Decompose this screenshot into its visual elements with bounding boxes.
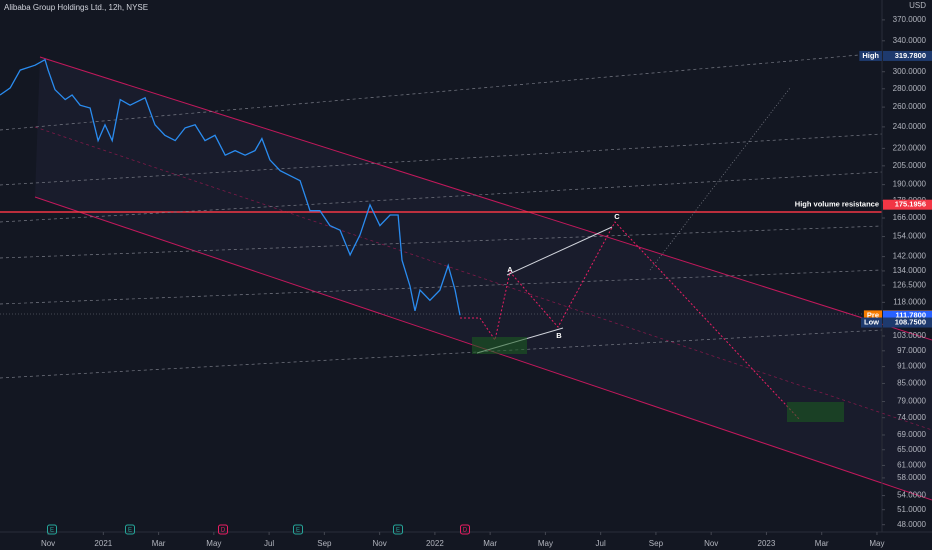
price-badge	[883, 317, 932, 328]
price-badge-value: 111.7800	[896, 311, 926, 320]
y-tick-label: 54.0000	[897, 491, 926, 500]
y-tick-label: 300.0000	[893, 67, 927, 76]
annotations	[0, 0, 932, 533]
event-label: E	[296, 528, 300, 534]
y-tick-label: 103.0000	[893, 331, 927, 340]
event-icon	[218, 524, 228, 535]
y-tick-label: 340.0000	[893, 36, 927, 45]
price-badge-label: High volume resistance	[795, 200, 879, 209]
wave-projection	[460, 221, 801, 421]
channel-mid	[34, 126, 932, 431]
y-tick-label: 85.0000	[897, 379, 926, 388]
y-tick-label: 61.0000	[897, 461, 926, 470]
y-tick-label: 154.0000	[893, 232, 927, 241]
y-tick-label: 51.0000	[897, 505, 926, 514]
y-tick-label: 118.0000	[893, 297, 926, 306]
x-tick-label: Nov	[704, 539, 718, 548]
x-tick-label: Jul	[264, 539, 274, 548]
y-tick-label: 280.0000	[893, 84, 927, 93]
y-tick-label: 69.0000	[897, 430, 926, 439]
x-tick-label: Mar	[815, 539, 829, 548]
wave-label: B	[556, 331, 562, 340]
price-badge-tag	[859, 50, 882, 61]
x-tick-label: Sep	[649, 539, 664, 548]
price-badge	[883, 310, 932, 321]
x-tick-label: Sep	[317, 539, 332, 548]
y-tick-label: 205.0000	[893, 161, 927, 170]
y-tick-label: 79.0000	[897, 397, 926, 406]
event-icon	[460, 524, 470, 535]
y-tick-label: 134.0000	[893, 266, 927, 275]
x-tick-label: Nov	[373, 539, 387, 548]
x-tick-label: Nov	[41, 539, 55, 548]
event-icon	[393, 524, 403, 535]
target-zone	[472, 337, 527, 354]
y-unit: USD	[909, 1, 926, 10]
event-icon	[293, 524, 303, 535]
y-tick-label: 97.0000	[897, 346, 926, 355]
y-tick-label: 126.5000	[893, 280, 927, 289]
event-icon	[125, 524, 135, 535]
wave-label: A	[507, 265, 513, 274]
price-badge-value: 319.7800	[895, 51, 926, 60]
event-label: D	[463, 528, 468, 534]
x-tick-label: Mar	[152, 539, 166, 548]
wave-line	[506, 226, 613, 276]
y-tick-label: 166.0000	[893, 213, 927, 222]
price-badge-label: Pre	[867, 310, 879, 319]
price-badge-label: High	[862, 51, 879, 60]
y-tick-label: 240.0000	[893, 122, 927, 131]
event-label: E	[50, 528, 54, 534]
y-tick-label: 65.0000	[897, 445, 926, 454]
event-label: D	[221, 528, 226, 534]
y-tick-label: 91.0000	[897, 362, 926, 371]
price-badge-value: 175.1956	[895, 200, 926, 209]
y-tick-label: 260.0000	[893, 102, 927, 111]
channel-upper	[39, 56, 932, 341]
price-badge-tag	[861, 317, 882, 328]
channel-fill	[35, 57, 932, 500]
y-tick-label: 190.0000	[893, 180, 927, 189]
event-label: E	[128, 528, 132, 534]
y-tick-label: 74.0000	[897, 413, 926, 422]
x-tick-label: May	[538, 539, 553, 548]
chart-title: Alibaba Group Holdings Ltd., 12h, NYSE	[4, 3, 148, 12]
y-tick-label: 220.0000	[893, 143, 927, 152]
dotted-projection	[649, 87, 791, 271]
event-icon	[47, 524, 57, 535]
wave-label: C	[614, 212, 620, 221]
price-badge	[883, 199, 932, 210]
y-tick-label: 370.0000	[893, 15, 927, 24]
price-line	[0, 58, 461, 316]
y-tick-label: 142.0000	[893, 252, 927, 261]
y-tick-label: 58.0000	[897, 473, 926, 482]
price-badge-value: 108.7500	[895, 318, 926, 327]
x-tick-label: Mar	[483, 539, 497, 548]
price-badge-label: Low	[864, 318, 879, 327]
target-zone	[787, 402, 844, 422]
x-tick-label: 2023	[758, 539, 776, 548]
x-tick-label: May	[206, 539, 221, 548]
price-badge-tag	[863, 310, 882, 321]
x-tick-label: 2022	[426, 539, 444, 548]
x-tick-label: 2021	[94, 539, 112, 548]
y-tick-label: 48.0000	[897, 520, 926, 529]
price-badge	[883, 50, 932, 61]
x-tick-label: Jul	[596, 539, 606, 548]
event-label: E	[396, 528, 400, 534]
x-tick-label: May	[869, 539, 884, 548]
